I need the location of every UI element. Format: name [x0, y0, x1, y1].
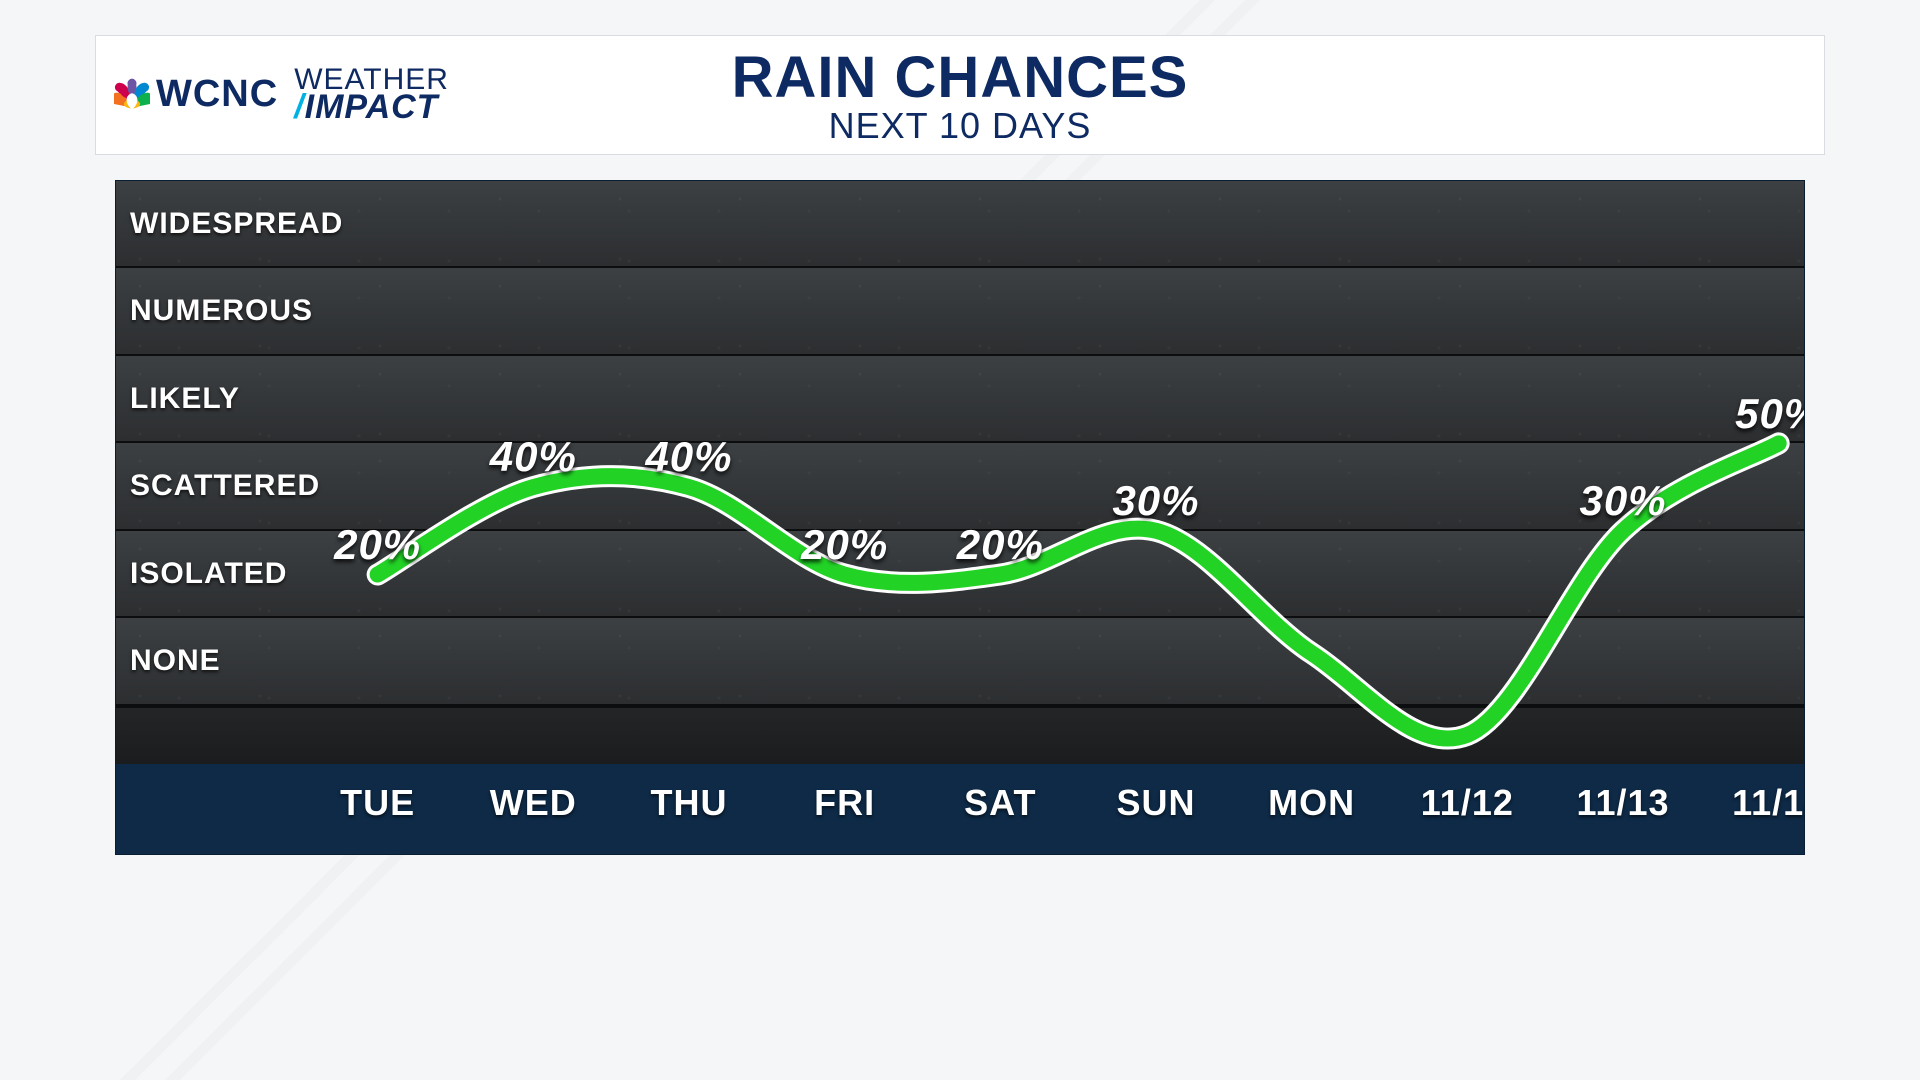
- nbc-peacock-icon: [114, 77, 150, 113]
- data-point-label: 20%: [334, 521, 421, 569]
- x-tick: TUE: [340, 782, 415, 824]
- x-tick: 11/12: [1421, 782, 1514, 824]
- x-tick: SAT: [964, 782, 1036, 824]
- x-tick: 11/13: [1576, 782, 1669, 824]
- data-point-label: 20%: [801, 521, 888, 569]
- data-point-label: 30%: [1579, 477, 1666, 525]
- chart-subtitle: NEXT 10 DAYS: [732, 105, 1189, 147]
- x-tick: SUN: [1116, 782, 1195, 824]
- x-tick: WED: [490, 782, 577, 824]
- data-point-label: 30%: [1112, 477, 1199, 525]
- station-logo-block: WCNC WEATHER /IMPACT: [96, 67, 449, 123]
- impact-slash-icon: /: [294, 93, 304, 123]
- chart-title: RAIN CHANCES: [732, 44, 1189, 111]
- chart-panel: WIDESPREADNUMEROUSLIKELYSCATTEREDISOLATE…: [115, 180, 1805, 855]
- impact-word: /IMPACT: [294, 93, 449, 123]
- header-titles: RAIN CHANCES NEXT 10 DAYS: [732, 44, 1189, 147]
- x-axis: TUE WED THU FRI SAT SUN MON 11/12 11/13 11/14: [116, 764, 1804, 854]
- data-point-label: 20%: [957, 521, 1044, 569]
- x-tick: FRI: [814, 782, 875, 824]
- data-point-label: 50%: [1735, 390, 1805, 438]
- chart-plot-area: WIDESPREADNUMEROUSLIKELYSCATTEREDISOLATE…: [116, 181, 1804, 764]
- x-tick: 11/14: [1732, 782, 1805, 824]
- header-bar: WCNC WEATHER /IMPACT RAIN CHANCES NEXT 1…: [95, 35, 1825, 155]
- station-call-letters: WCNC: [156, 73, 278, 116]
- data-point-label: 40%: [645, 433, 732, 481]
- data-point-label: 40%: [490, 433, 577, 481]
- weather-impact-logo: WEATHER /IMPACT: [294, 67, 449, 123]
- rain-chance-line: [116, 181, 1804, 764]
- x-tick: THU: [650, 782, 727, 824]
- impact-text: IMPACT: [305, 88, 439, 126]
- x-tick: MON: [1268, 782, 1355, 824]
